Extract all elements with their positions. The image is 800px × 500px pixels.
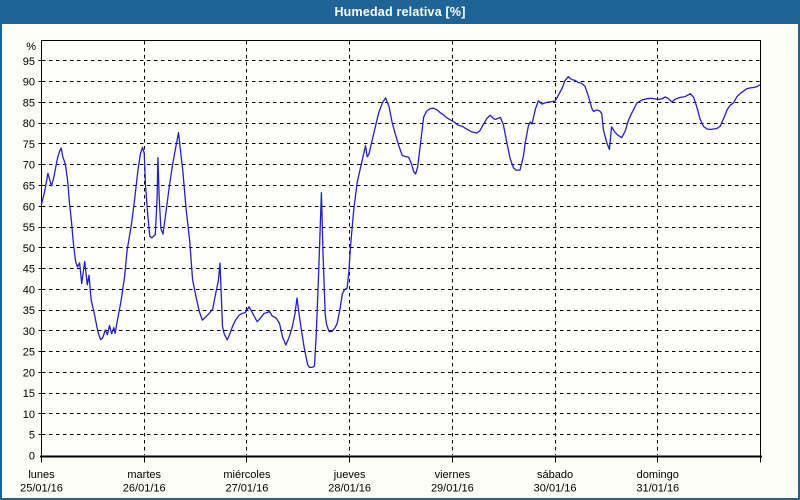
x-day-name: martes	[127, 469, 161, 481]
x-day-date: 27/01/16	[226, 483, 269, 495]
title-bar[interactable]: Humedad relativa [%]	[0, 0, 800, 24]
x-day-date: 31/01/16	[636, 483, 679, 495]
x-day-date: 30/01/16	[534, 483, 577, 495]
x-day-date: 26/01/16	[123, 483, 166, 495]
y-tick-label: 65	[23, 180, 35, 192]
window-title: Humedad relativa [%]	[334, 5, 466, 19]
x-day-name: miércoles	[223, 469, 271, 481]
y-tick-label: 45	[23, 264, 35, 276]
x-day-name: lunes	[28, 469, 55, 481]
y-tick-label: 35	[23, 305, 35, 317]
y-tick-label: 20	[23, 367, 35, 379]
x-day-date: 29/01/16	[431, 483, 474, 495]
x-day-name: jueves	[333, 469, 366, 481]
y-tick-label: 50	[23, 243, 35, 255]
y-tick-label: 40	[23, 284, 35, 296]
y-tick-label: 85	[23, 97, 35, 109]
y-tick-label: 5	[29, 430, 35, 442]
humidity-line	[40, 76, 761, 369]
y-tick-label: 70	[23, 160, 35, 172]
y-tick-label: 25	[23, 347, 35, 359]
y-tick-label: 55	[23, 222, 35, 234]
y-tick-label: 95	[23, 56, 35, 68]
y-tick-label: 90	[23, 77, 35, 89]
y-tick-label: 30	[23, 326, 35, 338]
y-tick-label: 15	[23, 388, 35, 400]
y-tick-label: 10	[23, 409, 35, 421]
y-tick-label: 0	[29, 451, 35, 463]
x-day-name: viernes	[435, 469, 471, 481]
x-day-name: sábado	[537, 469, 573, 481]
y-tick-label: 75	[23, 139, 35, 151]
x-day-date: 25/01/16	[20, 483, 63, 495]
y-tick-label: 80	[23, 118, 35, 130]
x-day-date: 28/01/16	[328, 483, 371, 495]
chart-panel: 0 5 10 15 20 25 30 35 40 45 50 55 60 65 70 75 80 85 90 95% l…	[2, 24, 798, 498]
x-day-name: domingo	[637, 469, 679, 481]
y-tick-label: 60	[23, 201, 35, 213]
y-axis-unit-label: %	[26, 41, 36, 53]
